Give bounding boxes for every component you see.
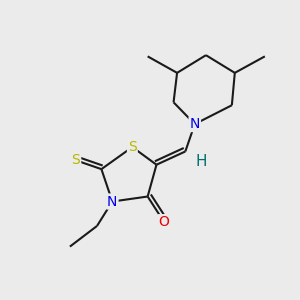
Text: O: O: [159, 215, 170, 229]
Text: N: N: [190, 117, 200, 131]
Text: H: H: [196, 154, 207, 169]
Text: N: N: [107, 194, 118, 208]
Text: S: S: [128, 140, 137, 154]
Text: S: S: [71, 153, 80, 167]
